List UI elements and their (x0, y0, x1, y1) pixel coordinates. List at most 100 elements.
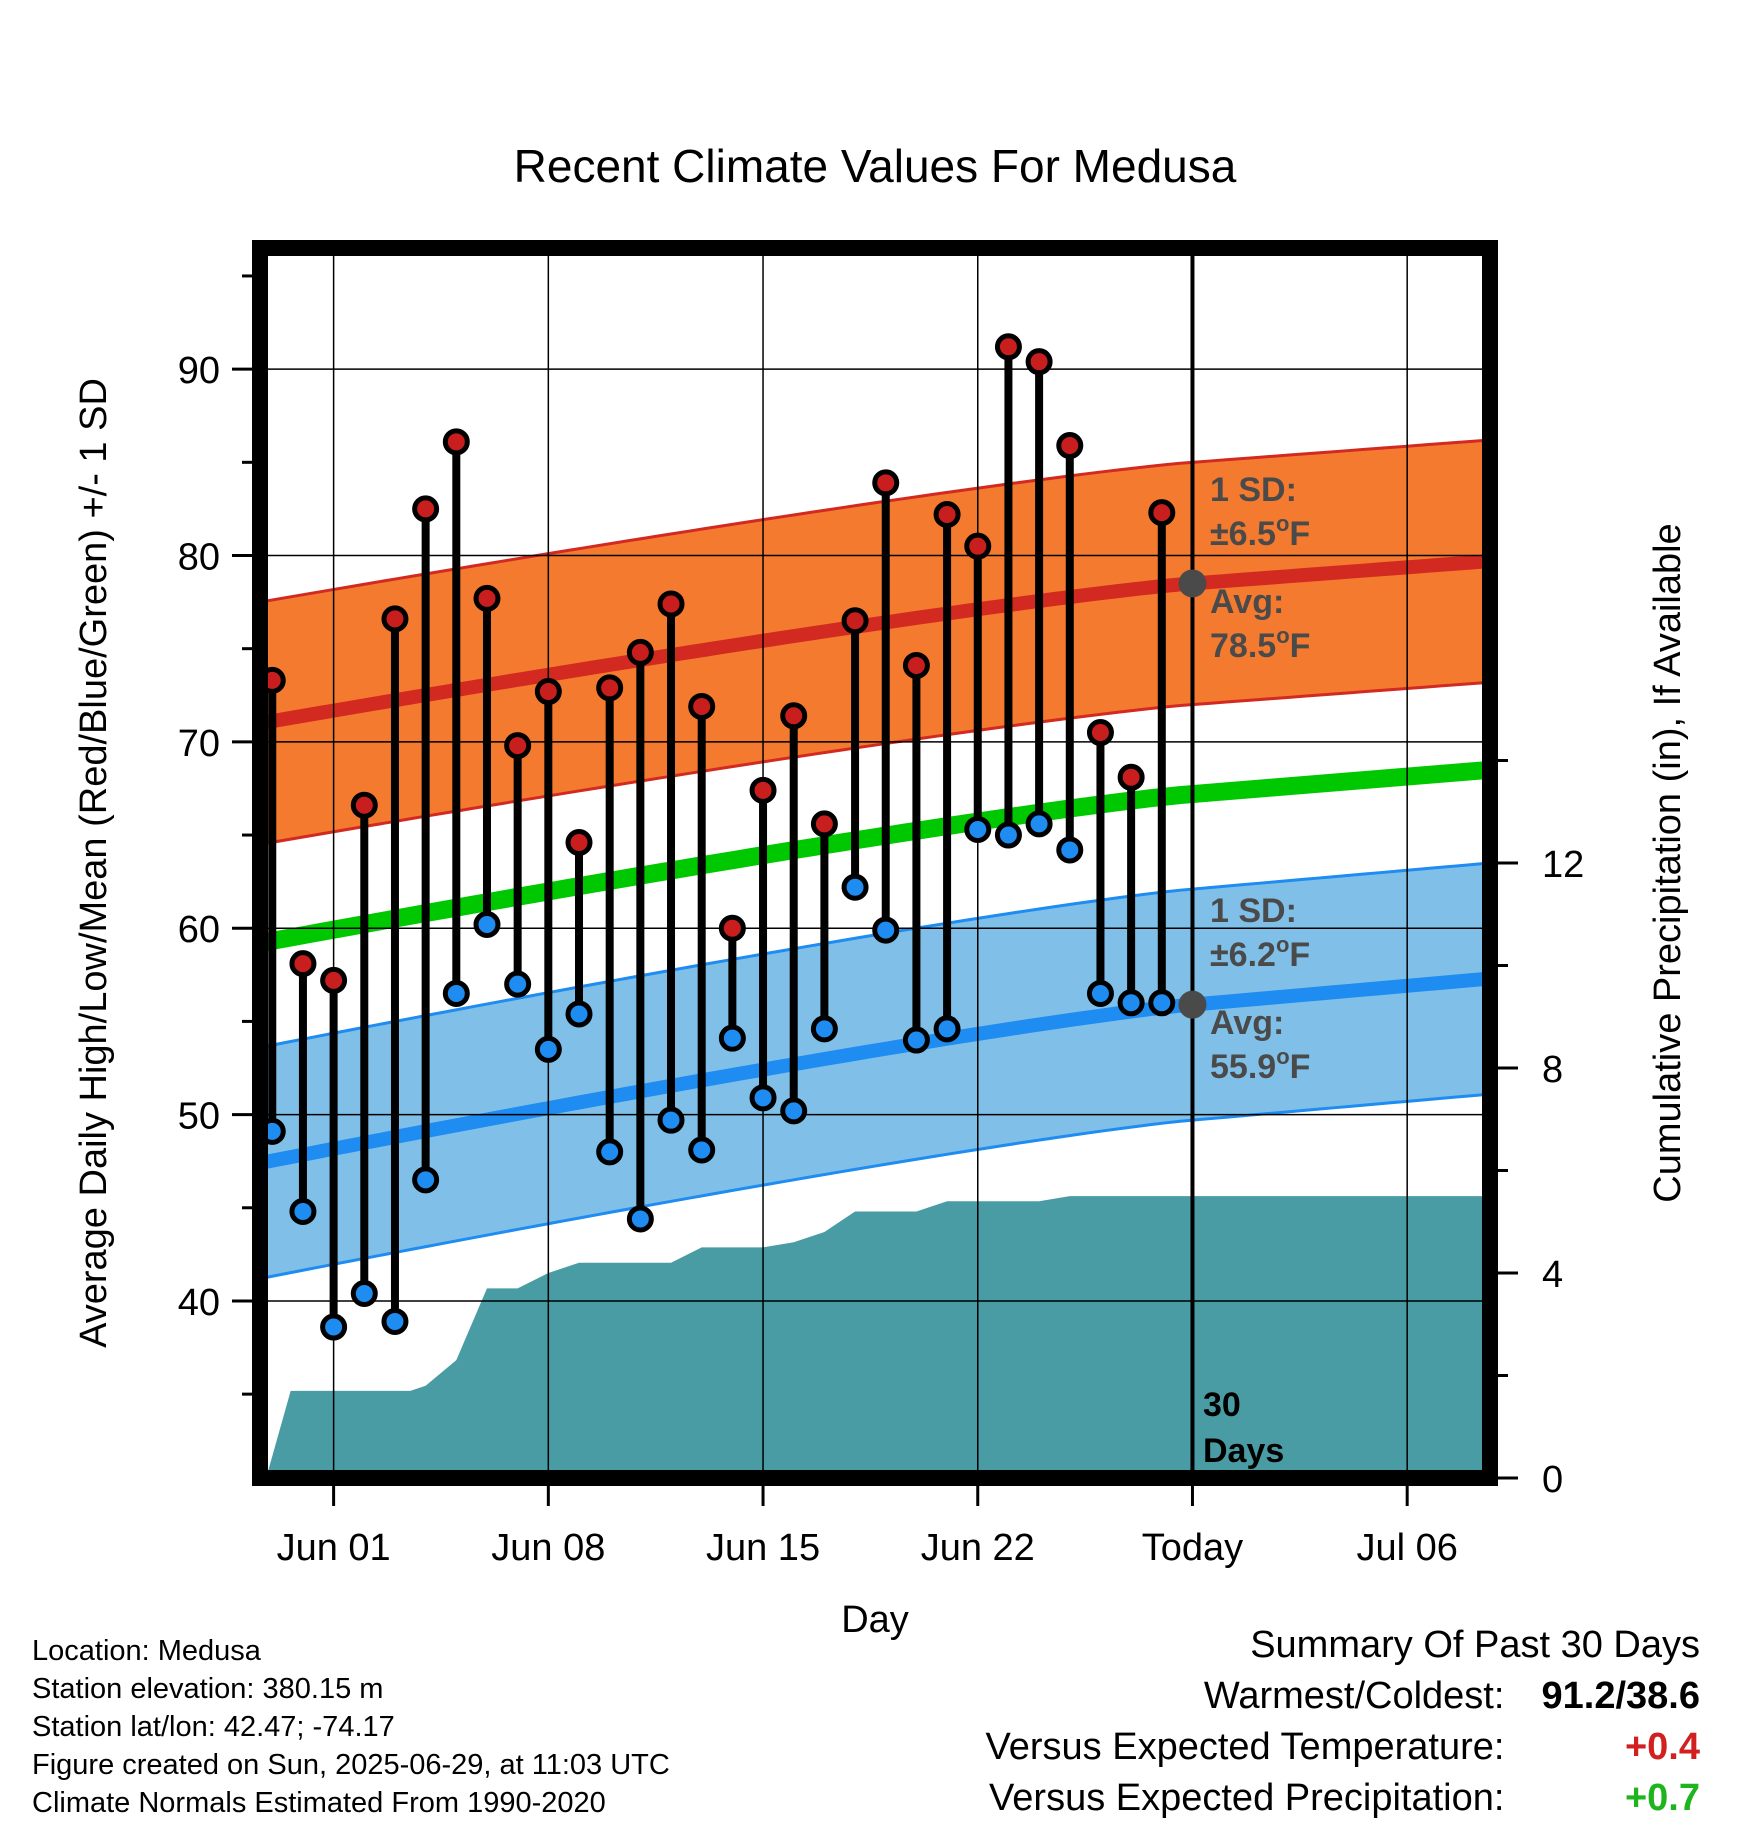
daily-high-point (412, 495, 440, 523)
y-tick-label: 80 (178, 537, 220, 579)
meta-latlon: Station lat/lon: 42.47; -74.17 (32, 1711, 395, 1743)
daily-high-point (350, 791, 378, 819)
daily-dots (258, 333, 1176, 1341)
summary-precip: Versus Expected Precipitation: +0.7 (986, 1773, 1700, 1824)
temp-anomaly-label: Versus Expected Temperature: (985, 1726, 1505, 1768)
daily-low-point (902, 1026, 930, 1054)
meta-location: Location: Medusa (32, 1635, 261, 1667)
x-tick-label: Jul 06 (1356, 1527, 1457, 1569)
high-annotation: 1 SD: ±6.5oF Avg: 78.5oF (1210, 471, 1310, 665)
low-normal-line (260, 971, 1488, 1170)
daily-high-point (749, 776, 777, 804)
daily-low-point (688, 1136, 716, 1164)
daily-high-point (810, 810, 838, 838)
high-avg-value: 78.5oF (1210, 623, 1310, 665)
high-sd-label: 1 SD: (1210, 471, 1297, 509)
daily-high-point (1148, 499, 1176, 527)
daily-high-point (872, 469, 900, 497)
daily-low-point (933, 1015, 961, 1043)
daily-high-point (841, 607, 869, 635)
warm-cold-value: 91.2/38.6 (1541, 1675, 1700, 1717)
daily-high-point (473, 584, 501, 612)
daily-high-point (626, 638, 654, 666)
y-tick-label: 90 (178, 350, 220, 392)
cumulative-precip-area (266, 1196, 1490, 1478)
daily-high-point (1086, 719, 1114, 747)
plot-frame (252, 240, 1498, 1486)
daily-low-point (565, 1000, 593, 1028)
daily-high-point (565, 829, 593, 856)
y2-tick-label: 0 (1542, 1459, 1563, 1501)
daily-low-point (504, 970, 532, 998)
x-axis-label: Day (841, 1599, 909, 1641)
daily-low-point (964, 815, 992, 843)
daily-low-point (1086, 979, 1114, 1007)
y-right-axis-ticks: 0 4 8 12 (1498, 759, 1584, 1501)
x-tick-label: Jun 22 (921, 1527, 1035, 1569)
daily-low-point (872, 916, 900, 944)
summary-warm-cold: Warmest/Coldest: 91.2/38.6 (986, 1671, 1700, 1722)
daily-low-point (596, 1138, 624, 1166)
x-tick-label: Jun 15 (706, 1527, 820, 1569)
y-tick-label: 70 (178, 723, 220, 765)
daily-high-point (964, 532, 992, 560)
station-metadata: Location: Medusa Station elevation: 380.… (32, 1632, 670, 1822)
temp-anomaly-value: +0.4 (1624, 1726, 1700, 1768)
daily-high-point (933, 501, 961, 528)
daily-high-point (780, 702, 808, 730)
high-sd-value: ±6.5oF (1210, 511, 1310, 553)
normal-low-today-marker (1178, 990, 1207, 1019)
daily-low-point (1025, 810, 1053, 838)
normal-high-today-marker (1178, 569, 1207, 598)
daily-low-point (749, 1084, 777, 1112)
daily-high-point (596, 674, 624, 702)
daily-high-point (994, 333, 1022, 361)
daily-high-point (442, 428, 470, 456)
daily-low-point (350, 1280, 378, 1307)
daily-low-point (841, 873, 869, 901)
daily-high-point (657, 590, 685, 618)
y-tick-label: 40 (178, 1282, 220, 1324)
daily-low-point (780, 1097, 808, 1125)
x-tick-label: Jun 01 (277, 1527, 391, 1569)
summary-heading: Summary Of Past 30 Days (1250, 1624, 1700, 1666)
daily-low-point (442, 979, 470, 1007)
daily-low-point (657, 1106, 685, 1134)
high-band-lower-edge (260, 680, 1488, 846)
high-band-upper-edge (260, 438, 1488, 604)
warm-cold-label: Warmest/Coldest: (1203, 1675, 1505, 1717)
plot-area (258, 248, 1490, 1478)
daily-low-point (718, 1024, 746, 1052)
y2-tick-label: 8 (1542, 1049, 1563, 1091)
daily-low-point (1148, 989, 1176, 1017)
daily-low-point (534, 1035, 562, 1063)
high-avg-label: Avg: (1210, 583, 1284, 621)
y-tick-label: 60 (178, 909, 220, 951)
daily-high-point (1117, 763, 1145, 791)
low-sd-label: 1 SD: (1210, 892, 1297, 930)
daily-low-point (381, 1307, 409, 1335)
x-axis-ticks: Jun 01 Jun 08 Jun 15 Jun 22 Today Jul 06 (277, 1486, 1458, 1569)
daily-low-point (289, 1198, 317, 1225)
summary-temp: Versus Expected Temperature: +0.4 (986, 1722, 1700, 1773)
daily-low-point (1056, 836, 1084, 864)
y-tick-label: 50 (178, 1096, 220, 1138)
daily-high-point (718, 914, 746, 942)
precip-anomaly-label: Versus Expected Precipitation: (989, 1777, 1505, 1819)
low-sd-value: ±6.2oF (1210, 932, 1310, 974)
high-band (260, 440, 1487, 845)
meta-created: Figure created on Sun, 2025-06-29, at 11… (32, 1749, 670, 1781)
daily-high-point (902, 651, 930, 679)
high-normal-line (260, 554, 1488, 731)
daily-low-point (412, 1166, 440, 1194)
mean-normal-line (260, 761, 1488, 952)
normal-bands (260, 438, 1488, 1281)
y2-tick-label: 12 (1542, 844, 1584, 886)
daily-high-point (1025, 348, 1053, 376)
daily-high-point (1056, 432, 1084, 460)
daily-high-point (289, 950, 317, 978)
daily-high-point (688, 692, 716, 720)
daily-low-point (1117, 989, 1145, 1017)
daily-stems (268, 346, 1166, 1328)
